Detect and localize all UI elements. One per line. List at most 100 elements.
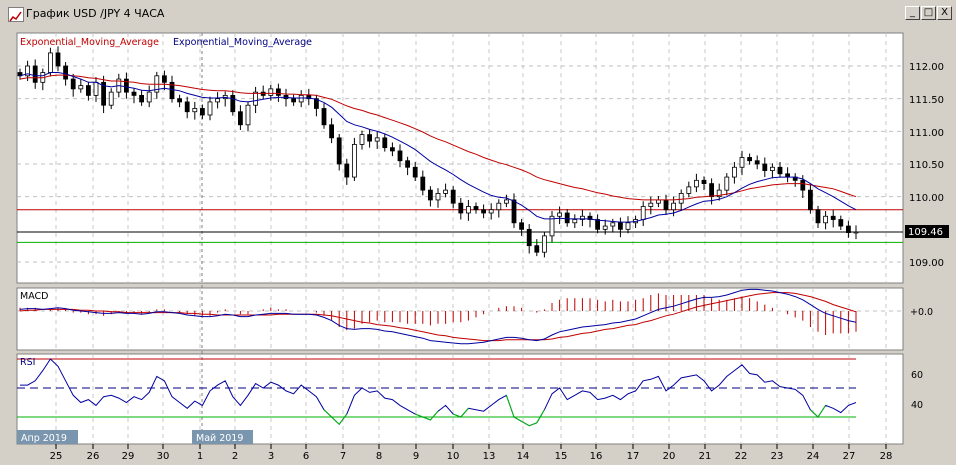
rsi-oversold-segment	[430, 410, 439, 421]
candle-body	[770, 166, 775, 171]
candle-body	[450, 189, 456, 204]
rsi-oversold-segment	[415, 413, 423, 418]
candle-body	[367, 134, 373, 142]
candle-body	[618, 222, 623, 230]
rsi-oversold-segment	[505, 395, 515, 418]
current-price-badge	[905, 225, 949, 238]
candle-body	[458, 202, 464, 214]
candle-body	[671, 202, 676, 211]
candle-body	[488, 209, 494, 214]
candle-body	[146, 91, 152, 103]
time-label: 2	[232, 451, 238, 462]
candle-body	[63, 65, 68, 80]
candle-body	[93, 81, 99, 96]
time-label: 29	[122, 451, 135, 462]
candle-body	[815, 209, 821, 224]
window-title: График USD /JPY 4 ЧАСА	[26, 7, 165, 20]
candle-body	[101, 81, 106, 106]
candle-body	[389, 147, 395, 152]
candle-body	[625, 222, 631, 230]
time-label: 14	[517, 451, 530, 462]
rsi-oversold-segment	[817, 405, 827, 418]
candle-body	[435, 192, 441, 201]
time-label: 3	[268, 451, 274, 462]
macd-main-line	[19, 288, 857, 345]
candle-body	[602, 225, 608, 230]
close-button[interactable]: X	[937, 6, 952, 20]
ema-red-line	[19, 74, 857, 201]
candle-body	[192, 108, 198, 113]
candle-body	[55, 52, 61, 67]
candle-body	[686, 186, 692, 194]
time-label: 20	[663, 451, 676, 462]
price-label: 109.00	[909, 258, 944, 269]
candle-body	[564, 212, 570, 224]
candle-body	[473, 206, 479, 211]
candle-body	[853, 231, 859, 234]
candle-body	[313, 98, 319, 109]
candle-body	[25, 65, 31, 77]
month-label-april: Апр 2019	[21, 433, 67, 444]
time-label: 13	[483, 451, 496, 462]
candle-body	[830, 215, 836, 220]
candle-body	[161, 75, 167, 83]
candle-body	[716, 189, 722, 198]
candle-body	[503, 199, 509, 204]
rsi-oversold-segment	[453, 413, 461, 418]
candle-body	[253, 91, 259, 106]
price-label: 111.00	[909, 128, 944, 139]
candle-body	[580, 215, 585, 220]
candle-body	[846, 225, 851, 233]
candle-body	[694, 179, 699, 188]
candle-body	[549, 215, 555, 237]
time-label: 23	[771, 451, 784, 462]
candle-body	[291, 98, 297, 103]
candle-body	[724, 176, 730, 191]
candle-body	[336, 137, 342, 165]
rsi-label-60: 60	[911, 370, 923, 381]
candle-body	[663, 199, 669, 211]
candle-body	[321, 108, 327, 126]
macd-signal-line	[19, 292, 857, 342]
minimize-button[interactable]: _	[905, 6, 920, 20]
candle-body	[754, 160, 760, 165]
candle-body	[823, 215, 828, 224]
candle-body	[610, 222, 616, 227]
candle-body	[465, 206, 471, 214]
candle-body	[542, 235, 547, 253]
candle-body	[268, 88, 274, 96]
time-label: 28	[880, 451, 893, 462]
candle-body	[656, 199, 661, 204]
legend-ema-blue: Exponential_Moving_Average	[173, 37, 312, 48]
candle-body	[678, 192, 684, 204]
time-label: 16	[590, 451, 603, 462]
rsi-oversold-segment	[810, 409, 819, 418]
candle-body	[169, 81, 175, 100]
time-label: 15	[555, 451, 568, 462]
candle-body	[306, 95, 312, 100]
candle-body	[595, 219, 600, 230]
candle-body	[344, 163, 350, 178]
candle-body	[762, 163, 768, 171]
candle-body	[785, 173, 790, 178]
title-bar[interactable]: График USD /JPY 4 ЧАСА _ □ X	[2, 2, 954, 26]
rsi-oversold-segment	[513, 416, 522, 422]
candle-body	[177, 98, 183, 103]
candle-body	[640, 206, 646, 220]
candle-body	[351, 143, 357, 178]
candle-body	[48, 52, 53, 73]
rsi-oversold-segment	[460, 407, 469, 418]
candle-body	[215, 98, 221, 103]
rsi-oversold-segment	[323, 409, 332, 418]
time-label: 24	[807, 451, 820, 462]
time-label: 6	[303, 451, 309, 462]
candle-body	[420, 176, 426, 191]
maximize-button[interactable]: □	[921, 6, 936, 20]
candle-body	[275, 88, 281, 96]
rsi-oversold-segment	[422, 416, 431, 421]
ema-blue-line	[19, 72, 857, 223]
time-label: 8	[376, 451, 382, 462]
candle-body	[245, 104, 251, 126]
